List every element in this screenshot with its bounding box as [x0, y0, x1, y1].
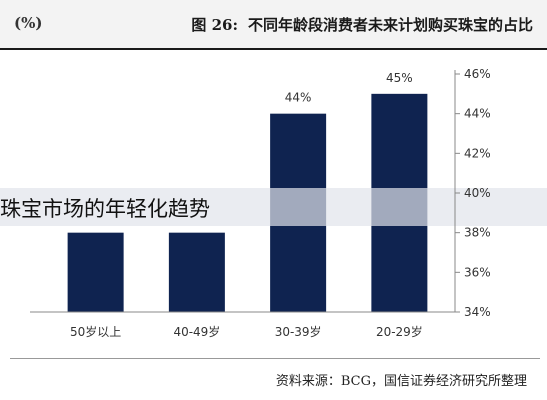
y-tick-label: 44%: [464, 107, 491, 121]
y-tick-label: 40%: [464, 186, 491, 200]
value-labels: 44% 45%: [285, 71, 413, 105]
value-label: 45%: [386, 71, 413, 85]
figure-title-text: 不同年龄段消费者未来计划购买珠宝的占比: [247, 16, 533, 34]
overlay-band: [0, 188, 547, 226]
bar-1: [168, 232, 225, 312]
x-tick-label: 30-39岁: [275, 324, 322, 339]
figure-title: 图 26: 不同年龄段消费者未来计划购买珠宝的占比: [191, 14, 533, 35]
figure-number: 图 26:: [191, 16, 238, 34]
x-axis-labels: 50岁以上 40-49岁 30-39岁 20-29岁: [70, 324, 423, 339]
x-tick-label: 40-49岁: [173, 324, 220, 339]
y-tick-label: 36%: [464, 265, 491, 279]
bar-0: [67, 232, 124, 312]
value-label: 44%: [285, 91, 312, 105]
footer-divider: [10, 358, 540, 359]
x-tick-label: 20-29岁: [376, 324, 423, 339]
y-tick-label: 42%: [464, 146, 491, 160]
y-axis-labels: 34% 36% 38% 40% 42% 44% 46%: [464, 67, 491, 319]
y-axis-ticks: [455, 73, 460, 313]
x-tick-label: 50岁以上: [70, 324, 121, 339]
unit-label: (%): [14, 14, 43, 32]
source-note: 资料来源：BCG，国信证券经济研究所整理: [275, 374, 527, 389]
y-tick-label: 46%: [464, 67, 491, 81]
y-tick-label: 34%: [464, 305, 491, 319]
chart-header: (%) 图 26: 不同年龄段消费者未来计划购买珠宝的占比: [0, 0, 547, 50]
bar-chart: 34% 36% 38% 40% 42% 44% 46% 50岁以上 40-49岁 30-39岁 2…: [0, 67, 547, 339]
y-tick-label: 38%: [464, 226, 491, 240]
overlay-caption: 珠宝市场的年轻化趋势: [0, 197, 210, 221]
